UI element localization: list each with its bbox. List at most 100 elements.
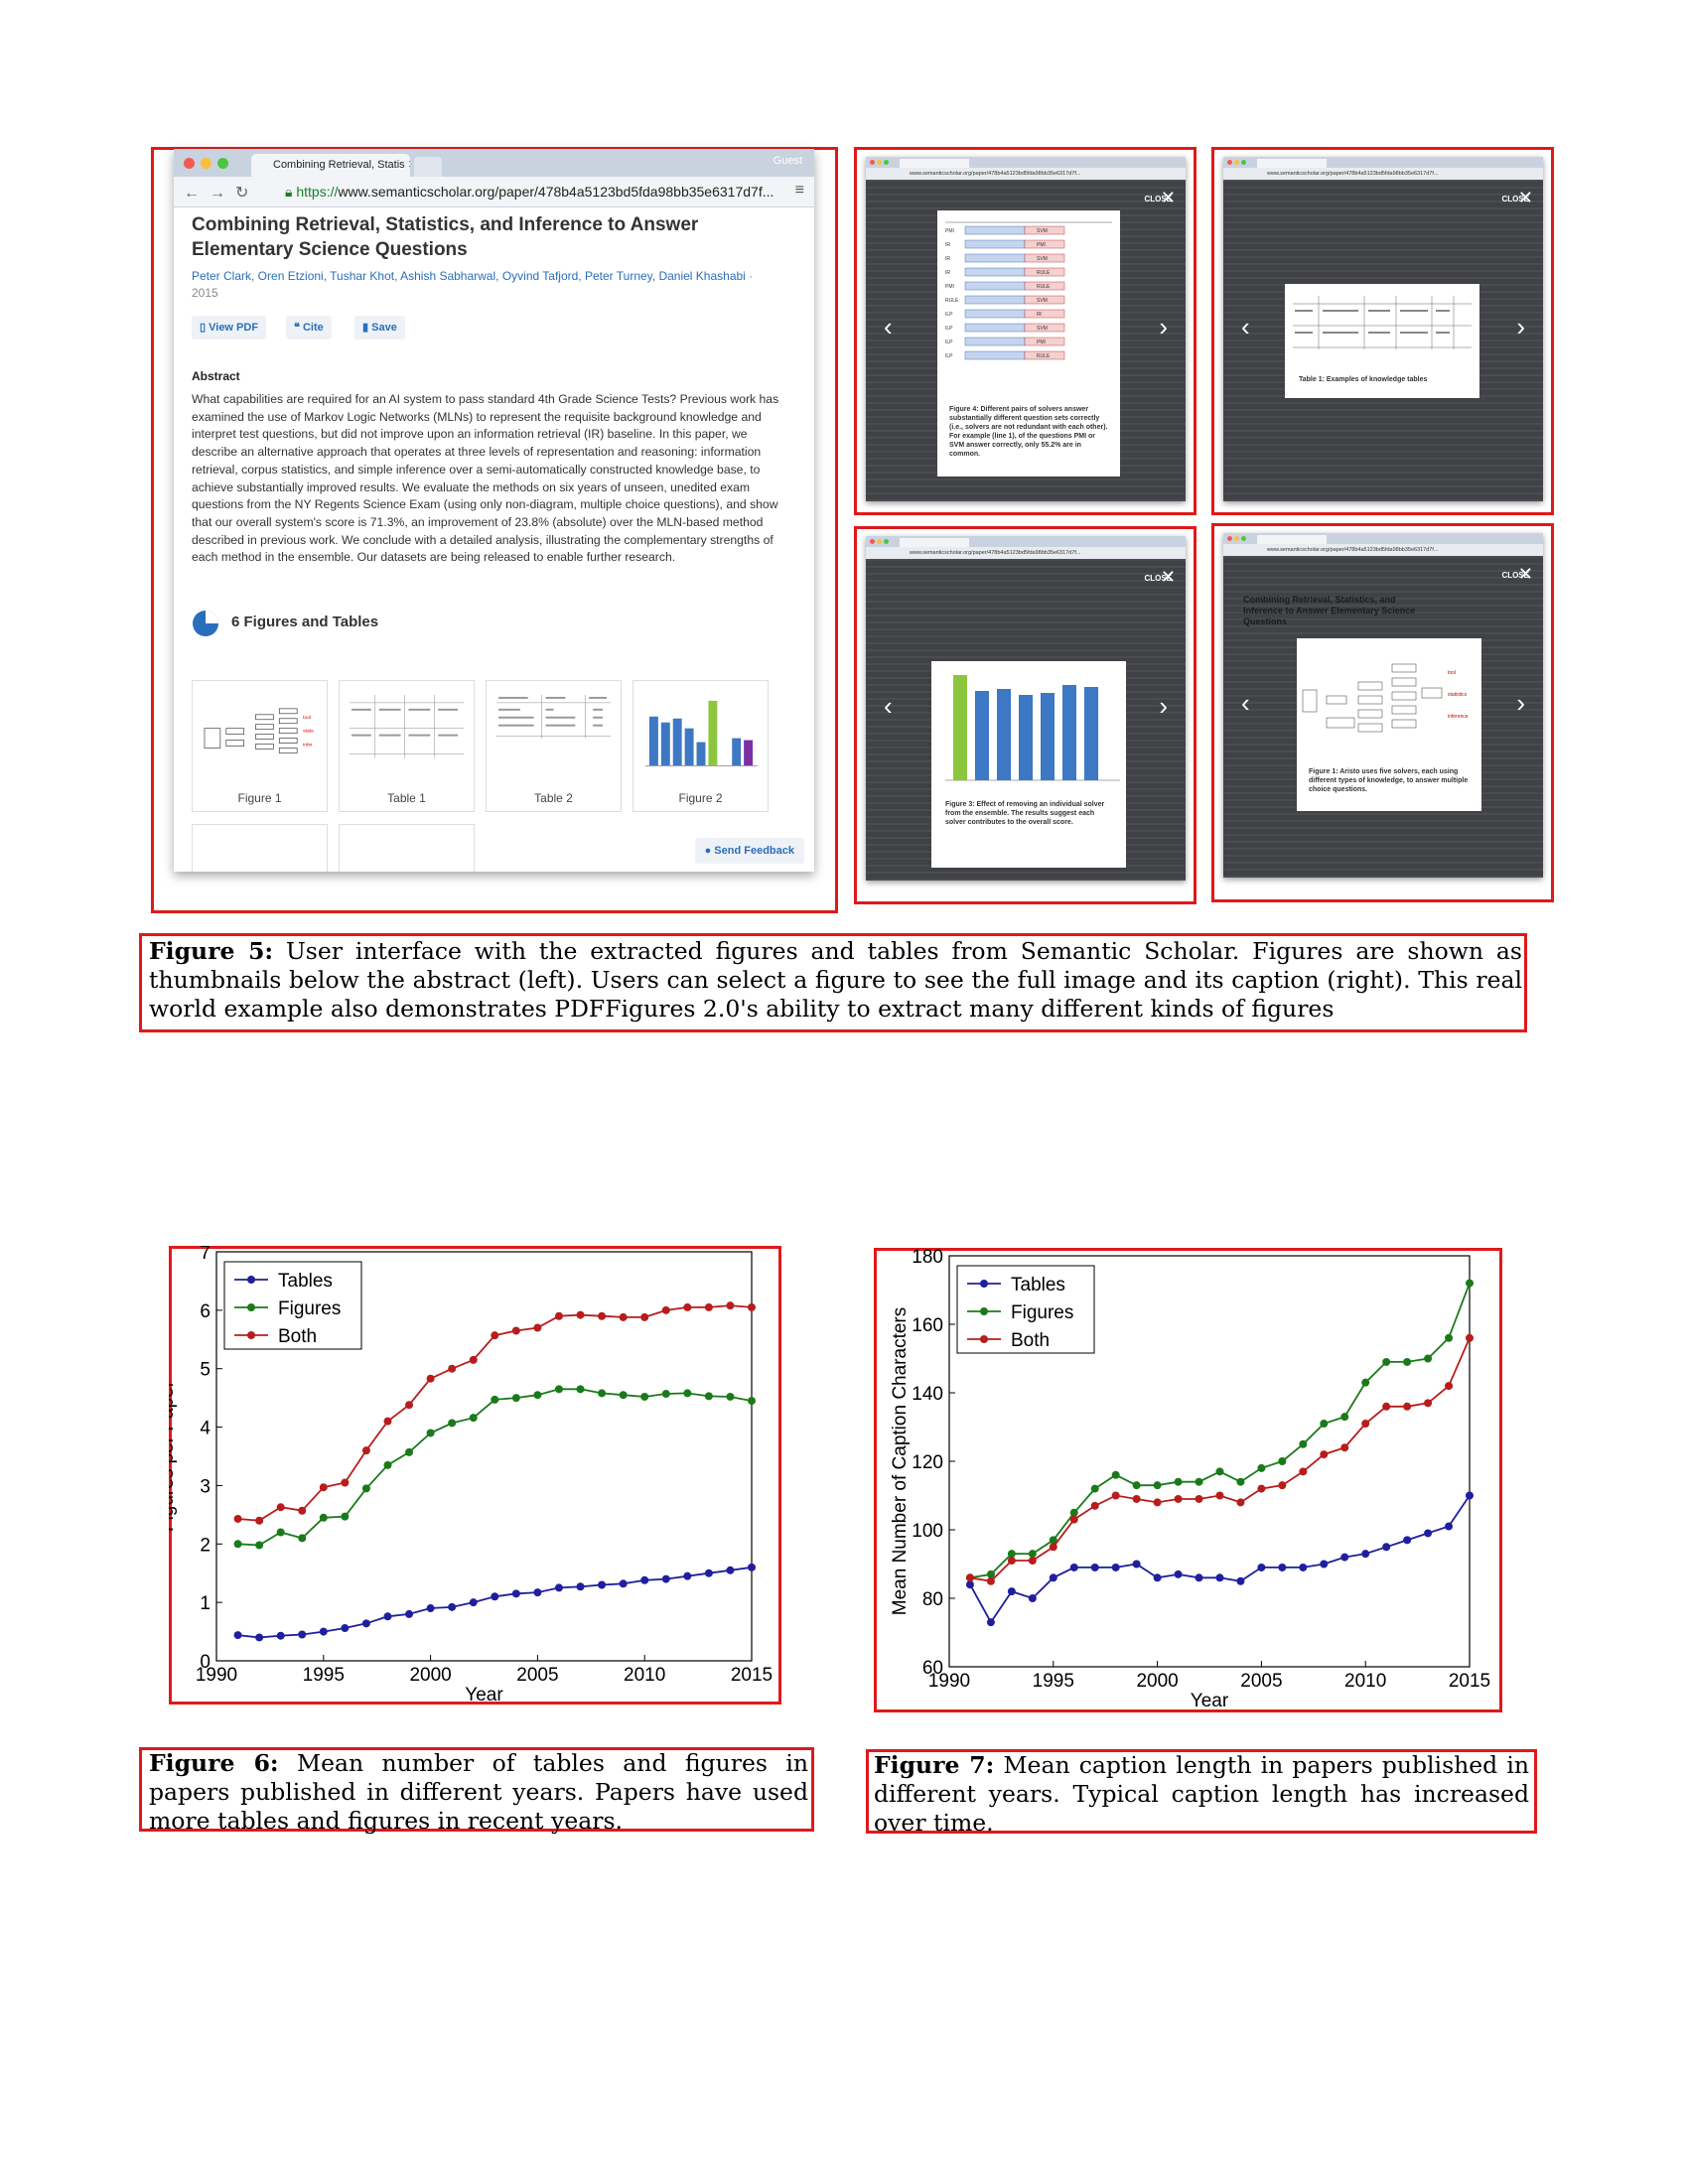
solver-bar-figure (945, 675, 1120, 781)
next-arrow-icon[interactable]: › (1159, 311, 1168, 341)
new-tab-button[interactable] (414, 157, 442, 177)
maximize-window-dot[interactable] (217, 158, 228, 169)
svg-text:RULE: RULE (1037, 270, 1051, 276)
data-point-tables (1445, 1522, 1454, 1531)
close-button[interactable]: CLOSE (1144, 195, 1172, 204)
data-point-tables (426, 1604, 435, 1613)
data-point-tables (1049, 1573, 1057, 1582)
y-tick-label: 1 (200, 1593, 211, 1614)
legend-swatch-marker (247, 1331, 255, 1339)
data-point-figures (491, 1395, 499, 1404)
data-point-both (469, 1355, 478, 1364)
data-point-both (1236, 1498, 1245, 1507)
thumbnail-table1[interactable]: Table 1 (339, 680, 475, 812)
architecture-figure: tool statistics inference (1302, 663, 1469, 733)
next-arrow-icon[interactable]: › (1516, 687, 1525, 718)
data-point-figures (598, 1389, 607, 1398)
author-list[interactable]: Peter Clark, Oren Etzioni, Tushar Khot, … (192, 268, 768, 302)
data-point-tables (1069, 1563, 1078, 1571)
thumbnail-label: Figure 2 (678, 791, 723, 805)
authors[interactable]: Peter Clark, Oren Etzioni, Tushar Khot, … (192, 269, 746, 283)
close-button[interactable]: CLOSE (1501, 571, 1529, 580)
bookmark-icon: ▮ (362, 322, 369, 334)
prev-arrow-icon[interactable]: ‹ (1241, 687, 1250, 718)
data-point-tables (1278, 1563, 1287, 1571)
svg-text:RULE: RULE (1037, 353, 1051, 359)
y-tick-label: 80 (922, 1589, 943, 1610)
close-button[interactable]: CLOSE (1501, 195, 1529, 204)
data-point-tables (1466, 1491, 1474, 1500)
data-point-figures (361, 1484, 370, 1493)
prev-arrow-icon[interactable]: ‹ (1241, 311, 1250, 341)
thumbnail-figure3[interactable] (192, 824, 328, 872)
close-window-dot[interactable] (184, 158, 195, 169)
x-tick-label: 2000 (1136, 1671, 1178, 1692)
thumbnail-figure1[interactable]: tool stats infer Figure 1 (192, 680, 328, 812)
mini-tabbar (866, 157, 1186, 168)
figure-caption: Figure 4: Different pairs of solvers ans… (949, 406, 1108, 458)
plot-frame (215, 1251, 753, 1662)
send-feedback-button[interactable]: ● Send Feedback (694, 838, 804, 864)
close-icon[interactable]: ✕ (1160, 567, 1176, 587)
view-pdf-button[interactable]: ▯ View PDF (192, 316, 267, 340)
paper-title[interactable]: Combining Retrieval, Statistics, and Inf… (192, 214, 699, 260)
mini-tabbar (1223, 533, 1543, 544)
data-point-figures (704, 1392, 713, 1401)
tab-close-icon[interactable]: ✕ (408, 159, 410, 171)
knowledge-table (1293, 296, 1472, 349)
x-axis-label: Year (1191, 1691, 1229, 1711)
figure5-caption-text: User interface with the extracted figure… (149, 937, 1522, 1023)
data-point-tables (554, 1583, 563, 1592)
forward-icon[interactable]: → (210, 185, 235, 202)
url-text[interactable]: 🔒︎ https://www.semanticscholar.org/paper… (285, 184, 774, 201)
y-tick-label: 100 (912, 1521, 943, 1542)
thumbnail-table2[interactable]: Table 2 (486, 680, 622, 812)
x-tick-label: 2010 (624, 1665, 665, 1686)
data-point-figures (1049, 1536, 1057, 1545)
tab-title: Combining Retrieval, Statis (273, 159, 405, 171)
next-arrow-icon[interactable]: › (1516, 311, 1525, 341)
back-icon[interactable]: ← (184, 185, 210, 202)
data-point-tables (1007, 1587, 1016, 1596)
data-point-both (1466, 1333, 1474, 1342)
prev-arrow-icon[interactable]: ‹ (884, 690, 893, 721)
abstract-heading: Abstract (192, 369, 240, 383)
close-icon[interactable]: ✕ (1517, 564, 1533, 584)
reload-icon[interactable]: ↻ (235, 185, 259, 202)
data-point-tables (469, 1598, 478, 1607)
data-point-both (986, 1576, 995, 1585)
svg-text:tool: tool (303, 715, 311, 721)
data-point-tables (276, 1631, 285, 1640)
legend-label: Tables (278, 1271, 333, 1292)
thumbnail-figure4[interactable] (339, 824, 475, 872)
thumbnail-figure2[interactable]: Figure 2 (633, 680, 769, 812)
data-point-tables (1132, 1560, 1141, 1569)
address-bar[interactable]: ←→↻ 🔒︎ https://www.semanticscholar.org/p… (174, 177, 814, 207)
close-button[interactable]: CLOSE (1144, 574, 1172, 583)
cite-label: Cite (302, 322, 324, 334)
minimize-window-dot[interactable] (201, 158, 211, 169)
nav-icons[interactable]: ←→↻ (184, 183, 258, 203)
menu-icon[interactable]: ≡ (794, 182, 804, 199)
data-point-figures (1466, 1279, 1474, 1288)
data-point-both (298, 1506, 307, 1515)
figure6-chart: 1990 1995 2000 2005 2010 2015 0 1 2 3 4 5 6 7 Year Figu… (169, 1246, 773, 1705)
close-icon[interactable]: ✕ (1160, 188, 1176, 207)
prev-arrow-icon[interactable]: ‹ (884, 311, 893, 341)
svg-text:PMI: PMI (945, 228, 954, 234)
browser-tab[interactable]: Combining Retrieval, Statis ✕ (251, 154, 410, 177)
svg-text:tool: tool (1448, 670, 1456, 676)
y-tick-label: 4 (200, 1419, 211, 1439)
data-point-tables (405, 1609, 414, 1618)
data-point-both (511, 1326, 520, 1335)
data-point-figures (576, 1385, 585, 1394)
data-point-both (1215, 1491, 1224, 1500)
close-icon[interactable]: ✕ (1517, 188, 1533, 207)
data-point-figures (1132, 1481, 1141, 1490)
lightbox-panel-2: www.semanticscholar.org/paper/478b4a5123… (1223, 157, 1543, 501)
table-card: Table 1: Examples of knowledge tables (1285, 284, 1479, 398)
next-arrow-icon[interactable]: › (1159, 690, 1168, 721)
save-button[interactable]: ▮ Save (354, 316, 405, 340)
overlap-figure: PMI IR IR IR PMI RULE ILP ILP ILP ILP SVM PMI SVM RU… (945, 221, 1112, 360)
cite-button[interactable]: ❝ Cite (286, 316, 332, 340)
